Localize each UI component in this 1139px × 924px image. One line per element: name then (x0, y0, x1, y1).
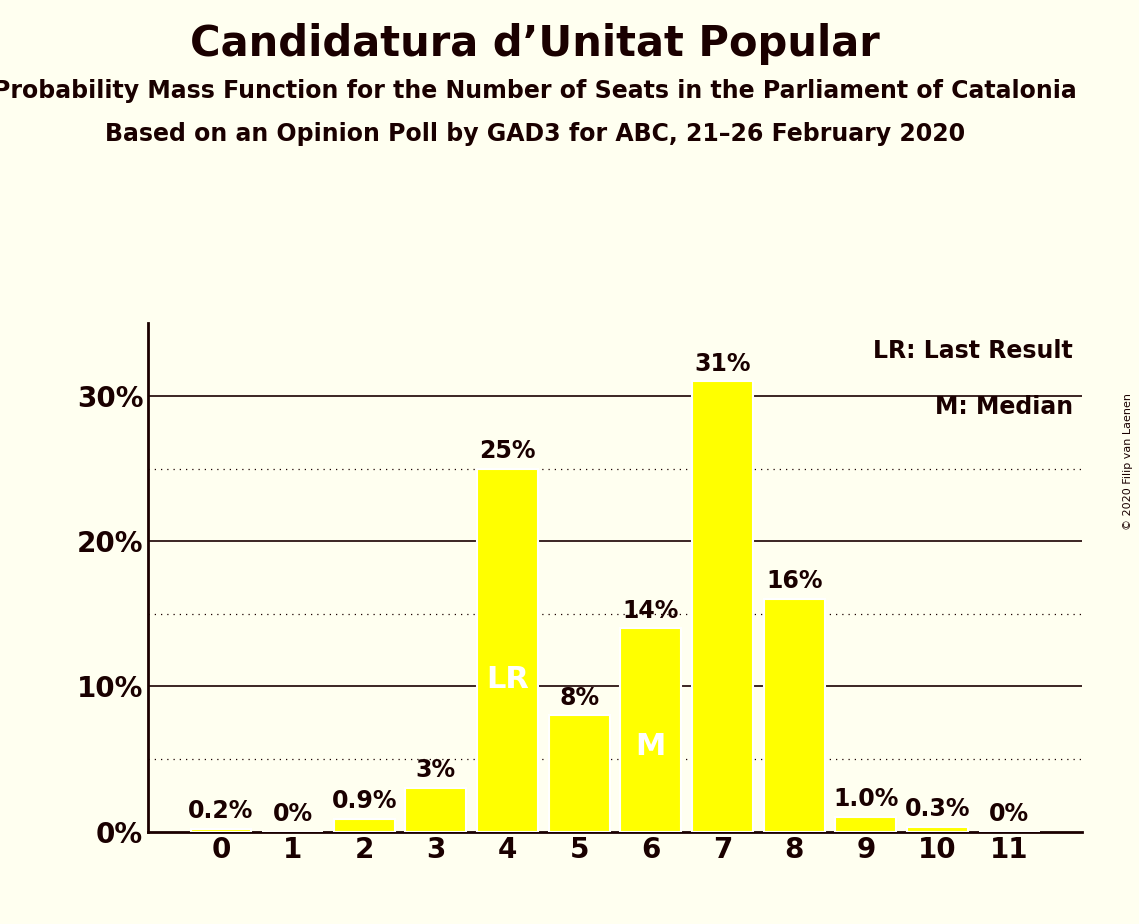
Bar (764, 600, 825, 832)
Text: M: M (636, 732, 666, 760)
Text: 25%: 25% (480, 439, 535, 463)
Text: Candidatura d’Unitat Popular: Candidatura d’Unitat Popular (190, 23, 880, 65)
Bar (693, 382, 753, 832)
Text: 0%: 0% (272, 802, 313, 826)
Text: 31%: 31% (695, 352, 751, 376)
Text: 8%: 8% (559, 686, 599, 710)
Bar (907, 827, 968, 832)
Bar (477, 468, 538, 832)
Bar (621, 628, 681, 832)
Text: Based on an Opinion Poll by GAD3 for ABC, 21–26 February 2020: Based on an Opinion Poll by GAD3 for ABC… (105, 122, 966, 146)
Text: 16%: 16% (765, 569, 822, 593)
Text: LR: LR (486, 664, 528, 694)
Text: 0%: 0% (989, 802, 1030, 826)
Bar (334, 819, 395, 832)
Bar (190, 829, 252, 832)
Text: © 2020 Filip van Laenen: © 2020 Filip van Laenen (1123, 394, 1133, 530)
Text: Probability Mass Function for the Number of Seats in the Parliament of Catalonia: Probability Mass Function for the Number… (0, 79, 1077, 103)
Text: LR: Last Result: LR: Last Result (872, 338, 1073, 362)
Bar (549, 715, 609, 832)
Text: 3%: 3% (416, 759, 456, 783)
Text: 0.9%: 0.9% (331, 789, 398, 813)
Text: 0.2%: 0.2% (188, 799, 254, 823)
Text: 1.0%: 1.0% (833, 787, 899, 811)
Bar (405, 788, 466, 832)
Bar (835, 817, 896, 832)
Text: 0.3%: 0.3% (904, 797, 970, 821)
Text: 14%: 14% (623, 599, 679, 623)
Text: M: Median: M: Median (935, 395, 1073, 419)
